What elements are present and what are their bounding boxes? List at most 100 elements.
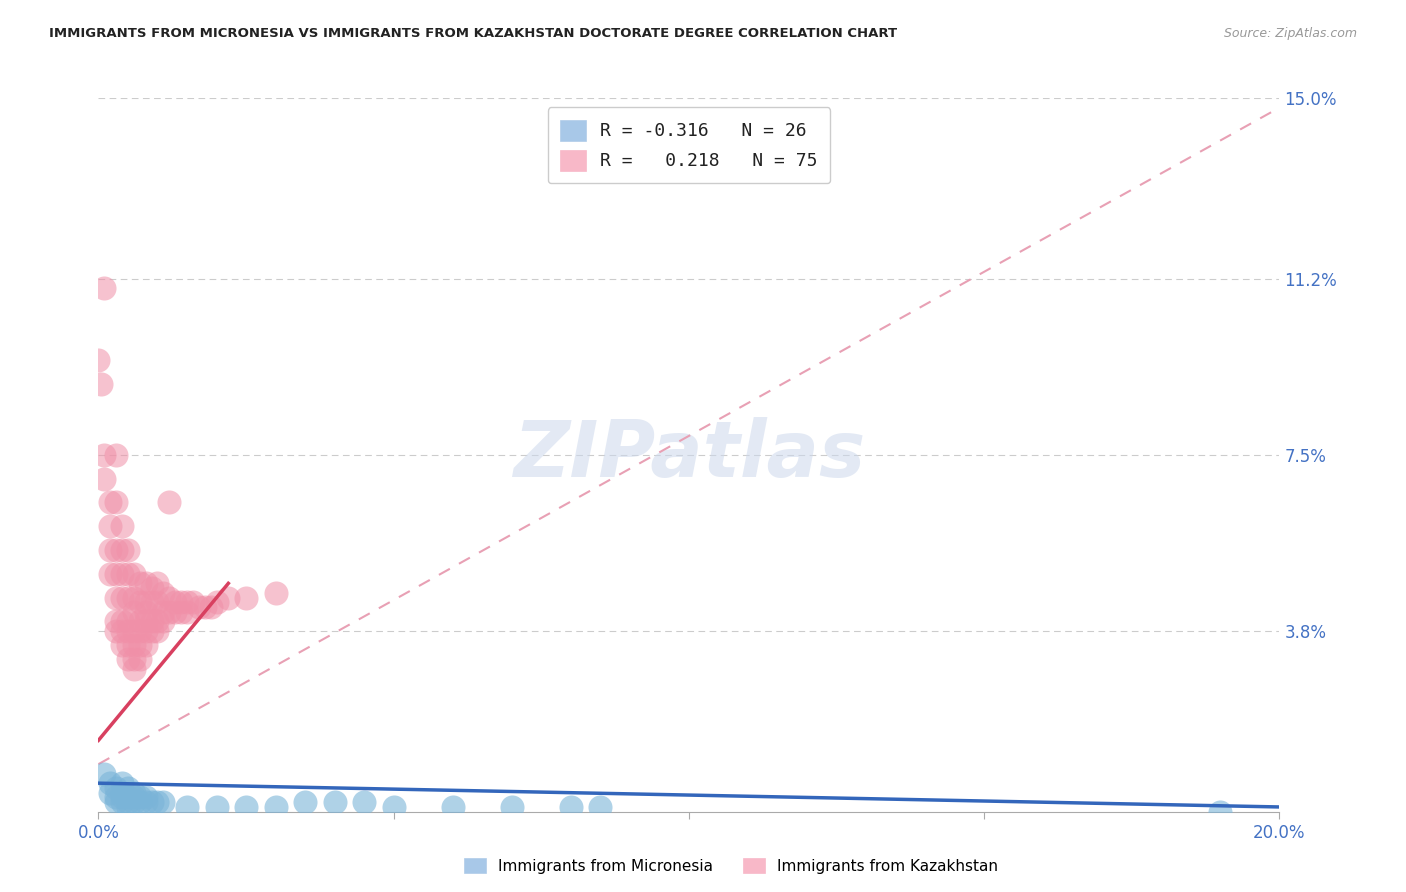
Point xyxy=(122,790,145,805)
Point xyxy=(105,780,128,795)
Point xyxy=(146,615,169,629)
Point xyxy=(111,543,134,558)
Point xyxy=(93,448,115,462)
Point xyxy=(152,586,174,600)
Point xyxy=(111,566,134,581)
Point xyxy=(128,595,150,609)
Point xyxy=(560,800,582,814)
Point xyxy=(146,624,169,638)
Point xyxy=(122,624,145,638)
Text: Source: ZipAtlas.com: Source: ZipAtlas.com xyxy=(1223,27,1357,40)
Point xyxy=(264,586,287,600)
Point xyxy=(264,800,287,814)
Point xyxy=(152,615,174,629)
Point xyxy=(146,595,169,609)
Point xyxy=(117,800,139,814)
Point xyxy=(111,638,134,652)
Point xyxy=(176,595,198,609)
Point xyxy=(128,615,150,629)
Point xyxy=(90,376,112,391)
Point xyxy=(128,576,150,591)
Point xyxy=(122,591,145,605)
Point xyxy=(187,600,209,615)
Point xyxy=(135,795,157,809)
Text: ZIPatlas: ZIPatlas xyxy=(513,417,865,493)
Point xyxy=(181,595,204,609)
Point xyxy=(111,790,134,805)
Point xyxy=(217,591,239,605)
Point xyxy=(87,352,110,367)
Point xyxy=(135,638,157,652)
Point xyxy=(122,662,145,676)
Point xyxy=(176,800,198,814)
Point xyxy=(98,786,121,800)
Point xyxy=(111,519,134,533)
Point xyxy=(117,624,139,638)
Point xyxy=(141,795,163,809)
Point xyxy=(122,605,145,619)
Point xyxy=(122,786,145,800)
Point xyxy=(294,795,316,809)
Point xyxy=(205,800,228,814)
Point xyxy=(105,591,128,605)
Point xyxy=(170,595,193,609)
Point xyxy=(235,800,257,814)
Point xyxy=(98,566,121,581)
Point xyxy=(105,795,128,809)
Point xyxy=(170,605,193,619)
Point xyxy=(105,790,128,805)
Point xyxy=(1209,805,1232,819)
Point xyxy=(117,652,139,666)
Point xyxy=(589,800,612,814)
Point xyxy=(117,638,139,652)
Point xyxy=(98,495,121,509)
Point xyxy=(128,652,150,666)
Point xyxy=(111,615,134,629)
Point xyxy=(122,652,145,666)
Point xyxy=(105,615,128,629)
Point xyxy=(105,624,128,638)
Point xyxy=(117,615,139,629)
Point xyxy=(141,624,163,638)
Point xyxy=(122,795,145,809)
Text: IMMIGRANTS FROM MICRONESIA VS IMMIGRANTS FROM KAZAKHSTAN DOCTORATE DEGREE CORREL: IMMIGRANTS FROM MICRONESIA VS IMMIGRANTS… xyxy=(49,27,897,40)
Point xyxy=(93,766,115,780)
Point xyxy=(353,795,375,809)
Point xyxy=(117,566,139,581)
Point xyxy=(128,795,150,809)
Point xyxy=(200,600,222,615)
Point xyxy=(98,519,121,533)
Point xyxy=(105,566,128,581)
Point xyxy=(152,605,174,619)
Point xyxy=(122,566,145,581)
Point xyxy=(135,576,157,591)
Point xyxy=(141,581,163,595)
Point xyxy=(146,795,169,809)
Point xyxy=(205,595,228,609)
Point xyxy=(382,800,405,814)
Point xyxy=(157,495,180,509)
Point xyxy=(152,795,174,809)
Point xyxy=(323,795,346,809)
Point xyxy=(165,595,187,609)
Point xyxy=(441,800,464,814)
Point xyxy=(98,776,121,790)
Point xyxy=(93,281,115,295)
Point xyxy=(194,600,217,615)
Point xyxy=(135,615,157,629)
Point xyxy=(117,790,139,805)
Point xyxy=(141,595,163,609)
Point xyxy=(135,790,157,805)
Point xyxy=(117,591,139,605)
Point xyxy=(128,638,150,652)
Point xyxy=(117,780,139,795)
Point xyxy=(98,543,121,558)
Point xyxy=(165,605,187,619)
Point xyxy=(135,624,157,638)
Point xyxy=(235,591,257,605)
Legend: R = -0.316   N = 26, R =   0.218   N = 75: R = -0.316 N = 26, R = 0.218 N = 75 xyxy=(548,107,830,183)
Point xyxy=(93,472,115,486)
Point xyxy=(141,615,163,629)
Point xyxy=(117,543,139,558)
Point xyxy=(105,495,128,509)
